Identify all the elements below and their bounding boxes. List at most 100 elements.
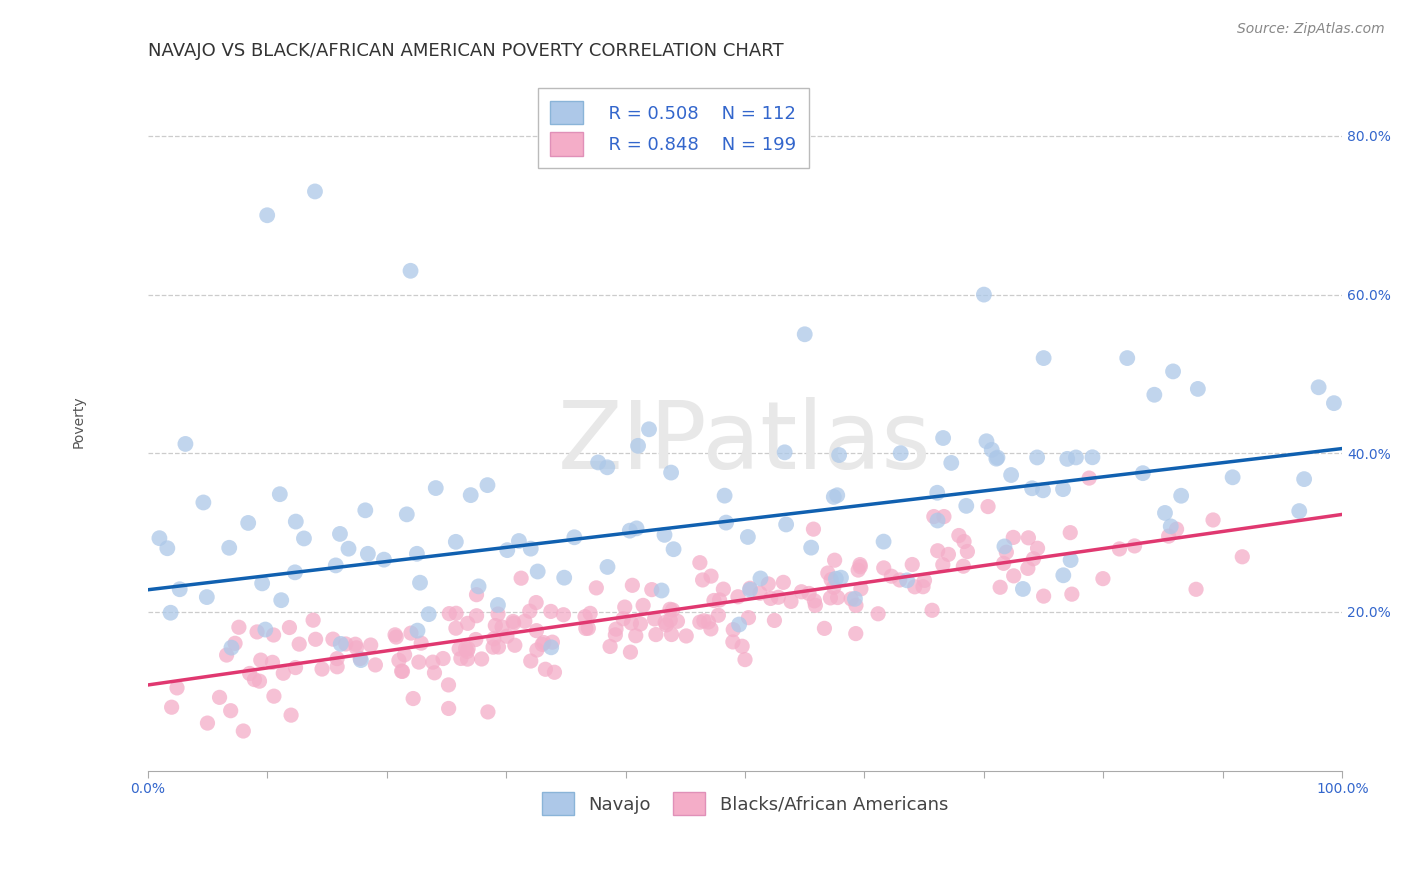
Point [993, 540, 1015, 554]
Point [1056, 451, 1078, 466]
Point [394, 648, 416, 662]
Point [896, 574, 918, 588]
Point [986, 451, 1008, 466]
Point [288, 637, 311, 651]
Point [644, 612, 666, 626]
Point [238, 516, 260, 530]
Point [624, 629, 647, 643]
Point [249, 653, 271, 667]
Point [641, 582, 664, 597]
Point [693, 614, 716, 628]
Point [613, 600, 636, 615]
Point [350, 653, 373, 667]
Point [830, 571, 852, 585]
Point [482, 632, 505, 646]
Point [496, 629, 519, 643]
Point [502, 616, 524, 631]
Text: NAVAJO VS BLACK/AFRICAN AMERICAN POVERTY CORRELATION CHART: NAVAJO VS BLACK/AFRICAN AMERICAN POVERTY… [148, 42, 783, 60]
Point [737, 530, 759, 544]
Point [873, 561, 896, 575]
Point [256, 208, 278, 222]
Point [977, 500, 1000, 514]
Point [803, 522, 825, 536]
Point [621, 578, 644, 592]
Point [927, 485, 949, 500]
Point [927, 543, 949, 558]
Point [325, 558, 347, 573]
Text: Source: ZipAtlas.com: Source: ZipAtlas.com [1237, 22, 1385, 37]
Point [813, 621, 835, 635]
Point [292, 532, 315, 546]
Point [790, 584, 813, 599]
Point [491, 620, 513, 634]
Point [605, 622, 627, 636]
Point [269, 487, 291, 501]
Point [329, 637, 352, 651]
Point [932, 558, 955, 572]
Point [1116, 351, 1139, 365]
Point [955, 499, 977, 513]
Point [304, 185, 326, 199]
Point [631, 599, 654, 613]
Point [284, 515, 307, 529]
Point [1132, 466, 1154, 480]
Point [731, 640, 754, 654]
Point [385, 630, 408, 644]
Point [409, 575, 432, 590]
Point [465, 608, 488, 623]
Point [824, 553, 846, 567]
Point [980, 442, 1002, 457]
Point [844, 591, 866, 606]
Point [399, 264, 422, 278]
Point [793, 327, 815, 342]
Point [1059, 525, 1081, 540]
Point [872, 534, 894, 549]
Point [460, 488, 482, 502]
Point [263, 689, 285, 703]
Point [773, 445, 796, 459]
Point [574, 609, 596, 624]
Point [391, 665, 413, 679]
Point [932, 431, 955, 445]
Point [612, 612, 634, 626]
Point [326, 660, 349, 674]
Point [692, 573, 714, 587]
Point [444, 607, 467, 621]
Point [645, 627, 668, 641]
Point [661, 603, 683, 617]
Point [772, 575, 794, 590]
Point [1161, 364, 1184, 378]
Point [1108, 541, 1130, 556]
Point [880, 569, 903, 583]
Point [659, 466, 682, 480]
Point [271, 666, 294, 681]
Point [817, 566, 839, 580]
Point [713, 489, 735, 503]
Point [232, 724, 254, 739]
Point [1166, 522, 1188, 536]
Point [956, 544, 979, 558]
Point [738, 581, 761, 595]
Point [373, 552, 395, 566]
Point [411, 636, 433, 650]
Point [408, 655, 430, 669]
Point [995, 545, 1018, 559]
Point [775, 517, 797, 532]
Point [543, 665, 565, 680]
Point [337, 541, 360, 556]
Point [540, 604, 562, 618]
Point [278, 620, 301, 634]
Point [422, 655, 444, 669]
Point [249, 674, 271, 689]
Point [953, 534, 976, 549]
Point [1123, 539, 1146, 553]
Point [263, 628, 285, 642]
Point [384, 628, 406, 642]
Point [553, 571, 575, 585]
Point [849, 558, 872, 572]
Point [1081, 450, 1104, 465]
Point [620, 615, 643, 630]
Point [519, 541, 541, 556]
Point [738, 582, 761, 597]
Point [586, 455, 609, 469]
